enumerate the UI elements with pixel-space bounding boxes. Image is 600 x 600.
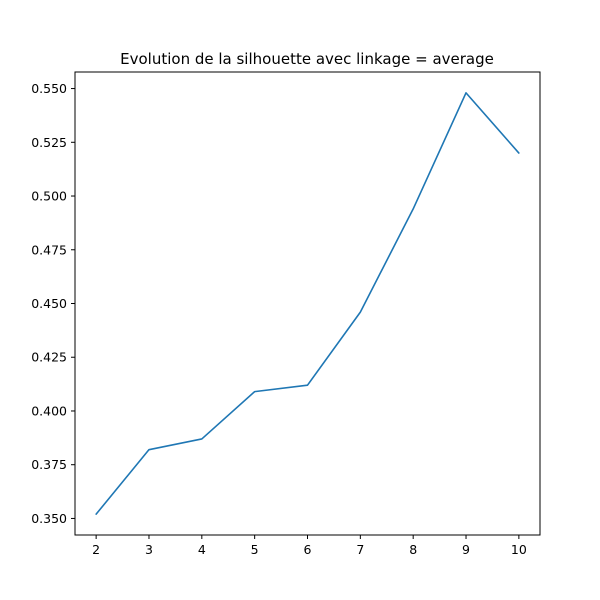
y-axis: 0.350 0.375 0.400 0.425 0.450 0.475 0.500 0.525…	[31, 81, 75, 526]
chart-title: Evolution de la silhouette avec linkage …	[120, 50, 494, 68]
x-tick-label: 8	[409, 542, 417, 557]
axes-frame	[74, 71, 541, 536]
x-tick-label: 2	[92, 542, 100, 557]
y-tick-label: 0.500	[31, 189, 67, 204]
x-axis: 2 3 4 5 6 7 8 9 10	[92, 535, 527, 557]
x-tick-label: 6	[304, 542, 312, 557]
x-tick-label: 5	[251, 542, 259, 557]
y-tick-label: 0.450	[31, 296, 67, 311]
series-line-0	[95, 92, 520, 515]
x-tick-label: 3	[145, 542, 153, 557]
y-tick-label: 0.425	[31, 350, 67, 365]
y-tick-label: 0.400	[31, 403, 67, 418]
y-tick-label: 0.550	[31, 81, 67, 96]
x-tick-label: 10	[511, 542, 527, 557]
x-tick-label: 9	[462, 542, 470, 557]
x-tick-label: 7	[356, 542, 364, 557]
y-tick-label: 0.375	[31, 457, 67, 472]
y-tick-label: 0.525	[31, 135, 67, 150]
plot-series	[95, 92, 520, 515]
x-tick-label: 4	[198, 542, 206, 557]
y-tick-label: 0.350	[31, 511, 67, 526]
y-tick-label: 0.475	[31, 242, 67, 257]
